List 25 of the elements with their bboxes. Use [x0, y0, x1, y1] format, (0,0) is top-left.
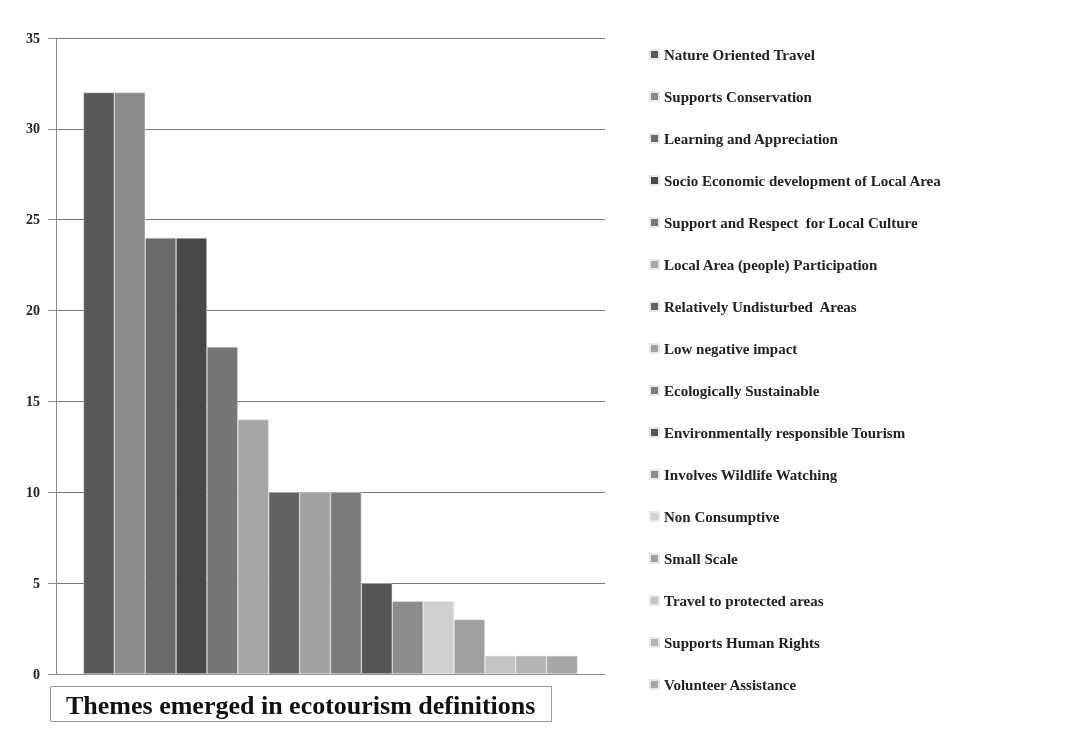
text: Themes emerged in ecotourism definitions — [66, 690, 536, 720]
y-tick-label: 20 — [26, 303, 40, 319]
legend-label: Learning and Appreciation — [664, 130, 839, 147]
legend-label: Nature Oriented Travel — [664, 46, 815, 63]
y-tick-label: 10 — [26, 484, 40, 500]
legend-label: Support and Respect for Local Culture — [664, 214, 918, 231]
legend-label: Relatively Undisturbed Areas — [664, 298, 857, 315]
legend-label: Ecologically Sustainable — [664, 382, 820, 399]
y-tick-label: 25 — [26, 212, 40, 228]
y-tick-label: 0 — [33, 666, 40, 682]
legend-label: Environmentally responsible Tourism — [664, 424, 906, 441]
legend-label: Local Area (people) Participation — [664, 256, 879, 274]
legend-label: Volunteer Assistance — [664, 676, 797, 693]
y-tick-label: 15 — [26, 393, 40, 409]
legend-label: Socio Economic development of Local Area — [664, 172, 942, 189]
y-tick-label: 30 — [26, 121, 40, 137]
legend-label: Travel to protected areas — [664, 592, 824, 609]
legend-label: Supports Conservation — [664, 88, 813, 105]
legend-label: Supports Human Rights — [664, 634, 821, 651]
legend-label: Involves Wildlife Watching — [664, 466, 838, 483]
legend-label: Small Scale — [664, 550, 739, 567]
y-tick-label: 5 — [33, 575, 40, 591]
legend-label: Non Consumptive — [664, 508, 780, 525]
y-tick-label: 35 — [26, 30, 40, 46]
legend-label: Low negative impact — [664, 340, 798, 357]
